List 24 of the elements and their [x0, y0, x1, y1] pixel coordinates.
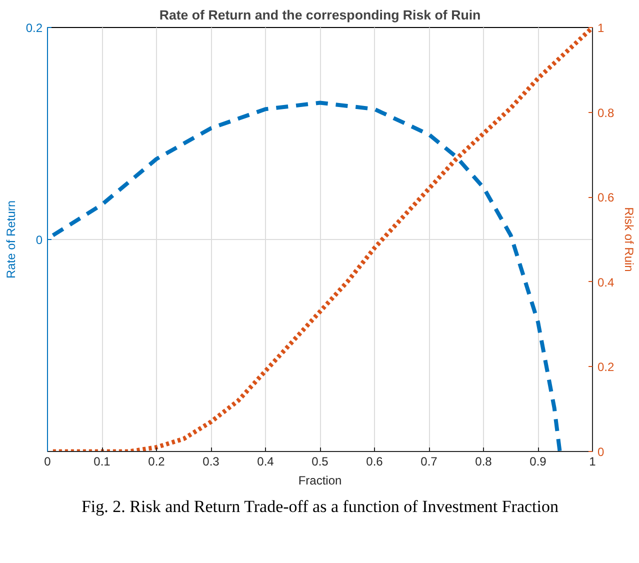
line-series	[50, 28, 592, 452]
x-tick-label: 1	[589, 454, 596, 468]
y2-tick-label: 0.2	[598, 360, 615, 374]
x-tick-label: 0.6	[366, 454, 384, 468]
x-tick-label: 0.2	[148, 454, 166, 468]
y2-tick-label: 0.6	[598, 190, 615, 205]
y2-axis-title: Risk of Ruin	[622, 207, 636, 272]
y2-tick-label: 0.4	[598, 275, 615, 290]
x-tick-label: 0.4	[257, 454, 274, 468]
y2-tick-label: 0.8	[598, 106, 615, 120]
y2-tick-label: 0	[598, 445, 604, 459]
caption: Fig. 2. Risk and Return Trade-off as a function of Investment Fraction	[81, 496, 559, 518]
x-tick-label: 0.7	[420, 454, 438, 468]
x-tick-label: 0.3	[202, 454, 220, 468]
x-tick-label: 0.5	[312, 454, 329, 468]
x-axis-title: Fraction	[298, 474, 342, 488]
x-tick-label: 0.9	[530, 454, 547, 468]
y2-tick-label: 1	[598, 21, 604, 35]
x-tick-label: 0	[44, 454, 52, 468]
line-series	[50, 100, 562, 452]
x-tick-label: 0.1	[94, 454, 111, 468]
x-tick-label: 0.8	[475, 454, 492, 468]
chart-title: Rate of Return and the corresponding Risk of Ruin	[159, 8, 481, 22]
y-axis-title: Rate of Return	[4, 200, 18, 279]
